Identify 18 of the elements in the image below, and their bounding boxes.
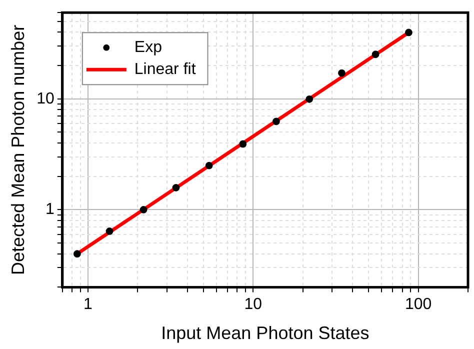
x-tick-label: 100 [404,296,432,314]
point [73,250,81,258]
legend-label: Linear fit [134,61,196,78]
point [140,206,148,214]
x-tick-label: 1 [84,296,93,314]
point [272,118,280,126]
point [205,162,213,170]
point [405,28,412,36]
point [372,50,380,58]
point [306,95,314,103]
point [106,228,114,235]
y-axis-title: Detected Mean Photon number [8,24,28,275]
point [239,140,247,148]
point [172,184,180,192]
x-tick-label: 10 [244,296,262,314]
point [338,69,346,77]
legend-label: Exp [134,39,162,56]
x-axis-title: Input Mean Photon States [161,323,370,344]
